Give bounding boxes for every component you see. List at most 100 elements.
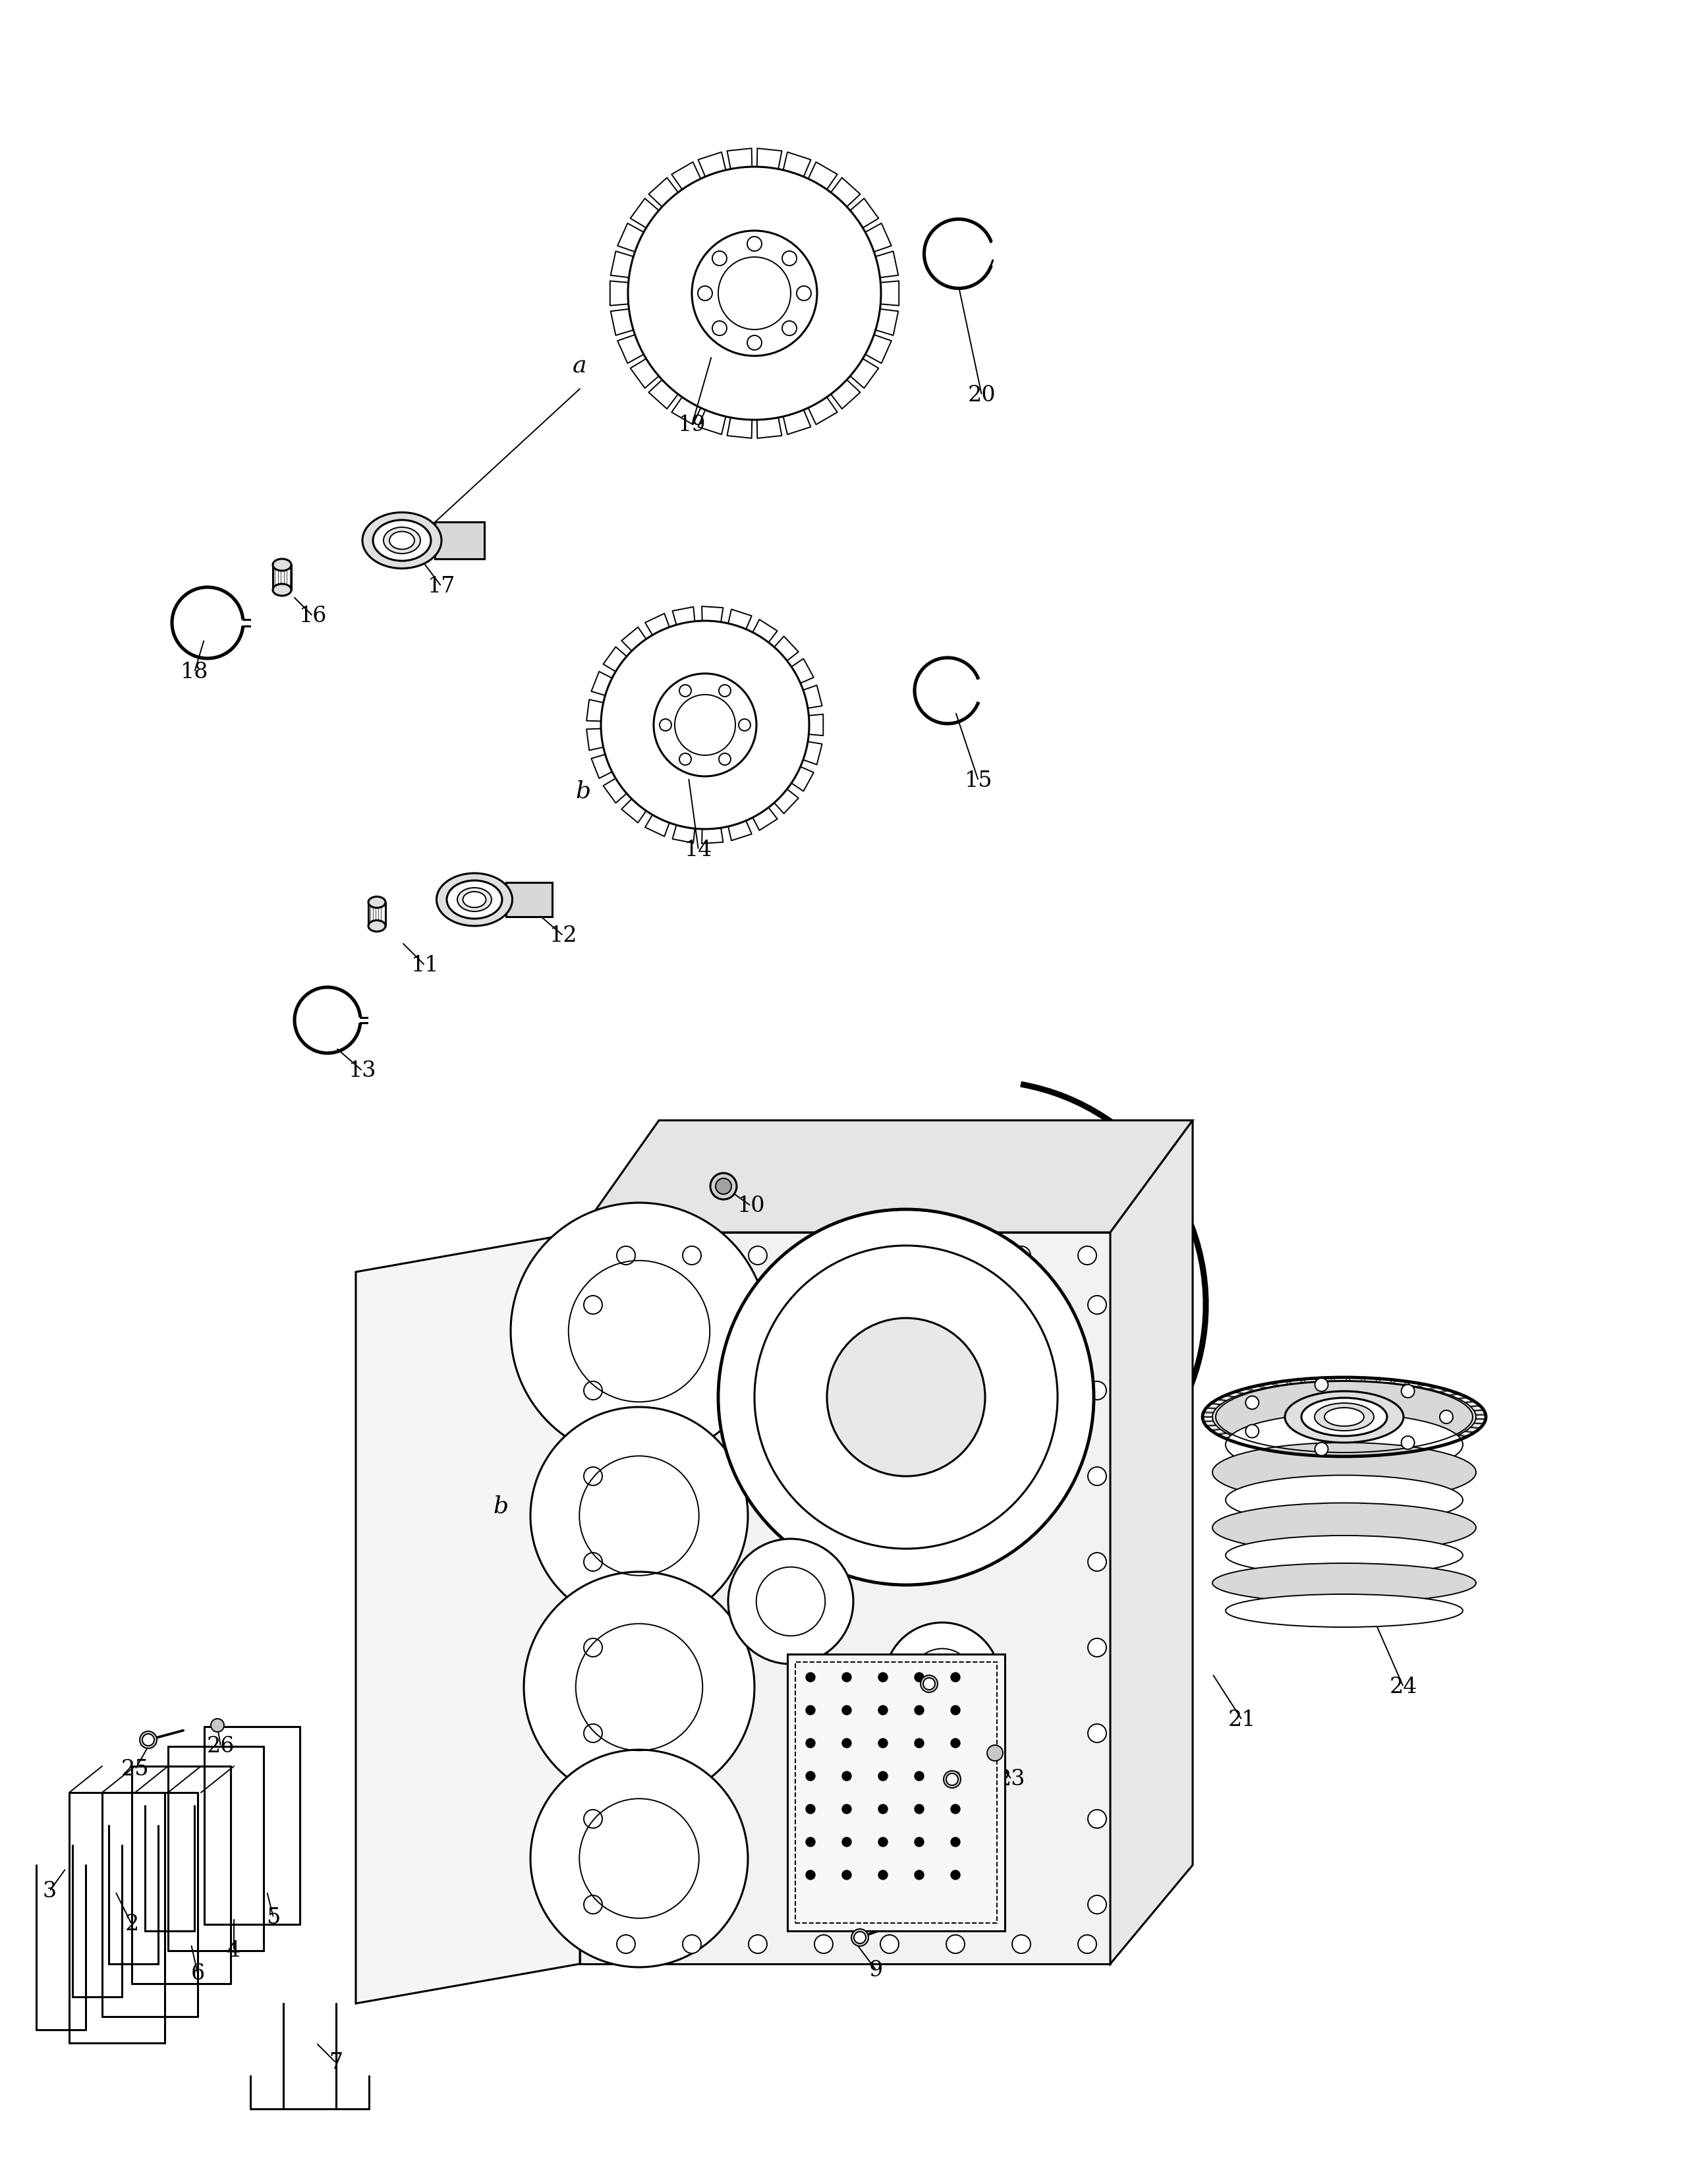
Text: 1: 1	[856, 1894, 870, 1915]
Circle shape	[914, 1738, 924, 1747]
Circle shape	[584, 1811, 603, 1828]
Text: 8: 8	[945, 1704, 960, 1723]
Circle shape	[711, 251, 727, 266]
Text: 2: 2	[124, 1913, 140, 1935]
Circle shape	[1088, 1553, 1106, 1570]
Ellipse shape	[1212, 1503, 1476, 1553]
Circle shape	[616, 1935, 635, 1952]
Bar	[788, 1653, 1004, 1931]
Circle shape	[1013, 1247, 1030, 1265]
Circle shape	[805, 1706, 815, 1714]
Circle shape	[654, 673, 756, 775]
Circle shape	[842, 1673, 851, 1682]
Circle shape	[711, 321, 727, 336]
Text: 10: 10	[737, 1195, 766, 1216]
Text: 22: 22	[924, 1828, 953, 1850]
Ellipse shape	[1225, 1535, 1462, 1575]
Ellipse shape	[272, 583, 291, 596]
Text: a: a	[574, 354, 587, 378]
Circle shape	[1401, 1437, 1414, 1450]
Ellipse shape	[436, 874, 512, 926]
Circle shape	[842, 1706, 851, 1714]
Text: 6: 6	[191, 1963, 204, 1985]
Text: 24: 24	[1389, 1677, 1418, 1697]
Circle shape	[805, 1771, 815, 1780]
Text: 23: 23	[997, 1769, 1025, 1791]
Ellipse shape	[1225, 1594, 1462, 1627]
Ellipse shape	[463, 891, 487, 909]
Text: 16: 16	[300, 605, 327, 627]
Circle shape	[211, 1719, 225, 1732]
Circle shape	[951, 1738, 960, 1747]
Ellipse shape	[446, 880, 502, 919]
Circle shape	[783, 251, 797, 266]
Circle shape	[616, 1247, 635, 1265]
Circle shape	[1077, 1247, 1096, 1265]
Circle shape	[747, 336, 762, 349]
Circle shape	[878, 1771, 887, 1780]
Circle shape	[1246, 1424, 1259, 1437]
Circle shape	[946, 1773, 958, 1784]
Circle shape	[710, 1173, 737, 1199]
Text: b: b	[494, 1494, 509, 1518]
Circle shape	[885, 1623, 1001, 1738]
Text: 17: 17	[427, 577, 456, 596]
Circle shape	[815, 1935, 832, 1952]
Circle shape	[739, 719, 751, 732]
Text: 4: 4	[226, 1939, 242, 1961]
Polygon shape	[356, 1232, 580, 2003]
Circle shape	[951, 1673, 960, 1682]
Circle shape	[943, 1771, 960, 1789]
Circle shape	[1088, 1896, 1106, 1913]
Circle shape	[679, 753, 691, 764]
Circle shape	[878, 1673, 887, 1682]
Circle shape	[914, 1771, 924, 1780]
Ellipse shape	[1225, 1474, 1462, 1524]
Circle shape	[683, 1935, 701, 1952]
Circle shape	[511, 1203, 768, 1459]
Circle shape	[718, 686, 730, 697]
Circle shape	[749, 1247, 768, 1265]
Circle shape	[1088, 1295, 1106, 1315]
Circle shape	[815, 1247, 832, 1265]
Ellipse shape	[368, 898, 385, 909]
Circle shape	[878, 1837, 887, 1848]
Ellipse shape	[368, 919, 385, 933]
Circle shape	[827, 1319, 985, 1476]
Text: 13: 13	[349, 1061, 376, 1081]
Circle shape	[878, 1804, 887, 1813]
Circle shape	[693, 232, 817, 356]
Text: a: a	[606, 1284, 620, 1306]
Circle shape	[1088, 1468, 1106, 1485]
Circle shape	[728, 1540, 853, 1664]
Circle shape	[718, 1210, 1094, 1586]
Text: 9: 9	[870, 1959, 883, 1981]
Circle shape	[715, 1179, 732, 1195]
Circle shape	[783, 321, 797, 336]
Circle shape	[1088, 1380, 1106, 1400]
Text: 20: 20	[968, 384, 996, 406]
Ellipse shape	[373, 520, 431, 561]
Circle shape	[584, 1380, 603, 1400]
Circle shape	[878, 1738, 887, 1747]
Text: 21: 21	[1229, 1710, 1256, 1730]
Ellipse shape	[1285, 1391, 1404, 1444]
Circle shape	[1077, 1935, 1096, 1952]
Circle shape	[584, 1723, 603, 1743]
Circle shape	[987, 1745, 1002, 1760]
Circle shape	[854, 1931, 866, 1944]
Circle shape	[946, 1935, 965, 1952]
Bar	[505, 882, 551, 917]
Circle shape	[805, 1804, 815, 1813]
Circle shape	[914, 1804, 924, 1813]
Circle shape	[805, 1870, 815, 1880]
Circle shape	[1246, 1396, 1259, 1409]
Circle shape	[922, 1677, 934, 1690]
Circle shape	[842, 1804, 851, 1813]
Text: 5: 5	[267, 1907, 281, 1928]
Bar	[436, 522, 485, 559]
Circle shape	[1088, 1723, 1106, 1743]
Circle shape	[842, 1870, 851, 1880]
Ellipse shape	[1324, 1409, 1363, 1426]
Text: 12: 12	[550, 926, 577, 946]
